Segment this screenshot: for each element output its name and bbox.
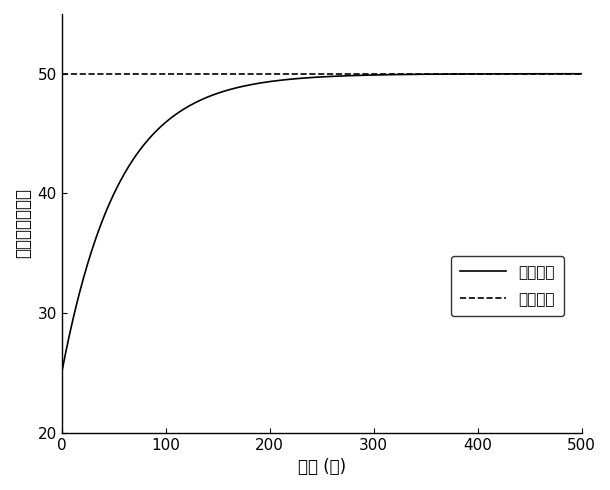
参考温度 <box>59 71 66 76</box>
Legend: 实际温度, 参考温度: 实际温度, 参考温度 <box>451 256 564 317</box>
Line: 实际温度: 实际温度 <box>62 74 582 373</box>
实际温度 <box>257 80 264 86</box>
实际温度 <box>370 72 377 78</box>
实际温度 <box>578 71 586 77</box>
实际温度 <box>58 370 65 376</box>
Y-axis label: 温度（摄氏度）: 温度（摄氏度） <box>14 188 32 258</box>
实际温度 <box>486 71 493 77</box>
X-axis label: 时间 (秒): 时间 (秒) <box>298 458 346 476</box>
实际温度 <box>396 72 403 77</box>
实际温度 <box>446 71 453 77</box>
参考温度 <box>58 71 65 76</box>
实际温度 <box>152 128 160 134</box>
